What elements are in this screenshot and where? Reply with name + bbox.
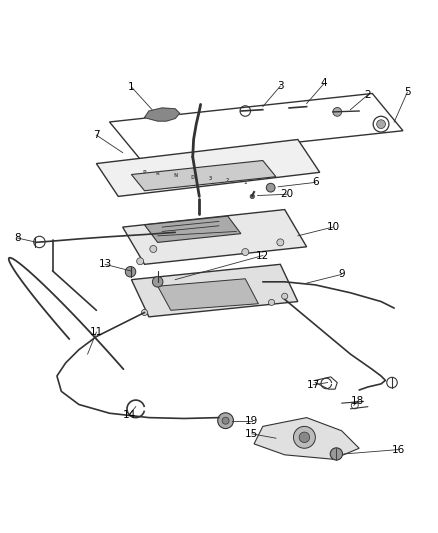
- Text: 16: 16: [392, 445, 405, 455]
- Circle shape: [377, 120, 385, 128]
- Text: R: R: [156, 171, 159, 176]
- Text: 11: 11: [90, 327, 103, 337]
- Text: 9: 9: [338, 269, 345, 279]
- Circle shape: [250, 194, 254, 199]
- Polygon shape: [123, 209, 307, 264]
- Circle shape: [268, 300, 275, 305]
- Circle shape: [293, 426, 315, 448]
- Text: 2: 2: [226, 178, 230, 183]
- Circle shape: [266, 183, 275, 192]
- Circle shape: [330, 448, 343, 460]
- Text: 4: 4: [321, 78, 328, 88]
- Circle shape: [125, 266, 136, 277]
- Circle shape: [141, 310, 148, 316]
- Polygon shape: [145, 216, 241, 243]
- Circle shape: [242, 248, 249, 255]
- Text: 3: 3: [277, 81, 284, 91]
- Text: 19: 19: [245, 416, 258, 426]
- Text: P: P: [143, 170, 146, 175]
- Text: 2: 2: [364, 90, 371, 100]
- Circle shape: [299, 432, 310, 442]
- Circle shape: [333, 108, 342, 116]
- Text: 5: 5: [404, 87, 411, 97]
- Circle shape: [150, 246, 157, 253]
- Text: N: N: [173, 173, 177, 178]
- Text: 1: 1: [128, 82, 135, 92]
- Text: 3: 3: [208, 176, 212, 181]
- Text: 7: 7: [93, 130, 100, 140]
- Text: 10: 10: [326, 222, 339, 232]
- Text: 17: 17: [307, 379, 320, 390]
- Polygon shape: [131, 264, 298, 317]
- Polygon shape: [254, 418, 359, 459]
- Polygon shape: [96, 140, 320, 197]
- Text: 20: 20: [280, 189, 293, 199]
- Text: 15: 15: [245, 429, 258, 439]
- Circle shape: [152, 277, 163, 287]
- Polygon shape: [131, 160, 276, 191]
- Circle shape: [137, 258, 144, 265]
- Polygon shape: [158, 279, 258, 310]
- Text: 14: 14: [123, 409, 136, 419]
- Text: 13: 13: [99, 260, 112, 269]
- Circle shape: [282, 293, 288, 300]
- Text: 6: 6: [312, 177, 319, 188]
- Text: 18: 18: [350, 397, 364, 406]
- Text: 12: 12: [256, 251, 269, 261]
- Polygon shape: [145, 108, 180, 121]
- Circle shape: [218, 413, 233, 429]
- Text: 1: 1: [244, 180, 247, 185]
- Text: D: D: [191, 175, 195, 180]
- Text: 8: 8: [14, 233, 21, 243]
- Circle shape: [277, 239, 284, 246]
- Circle shape: [222, 417, 229, 424]
